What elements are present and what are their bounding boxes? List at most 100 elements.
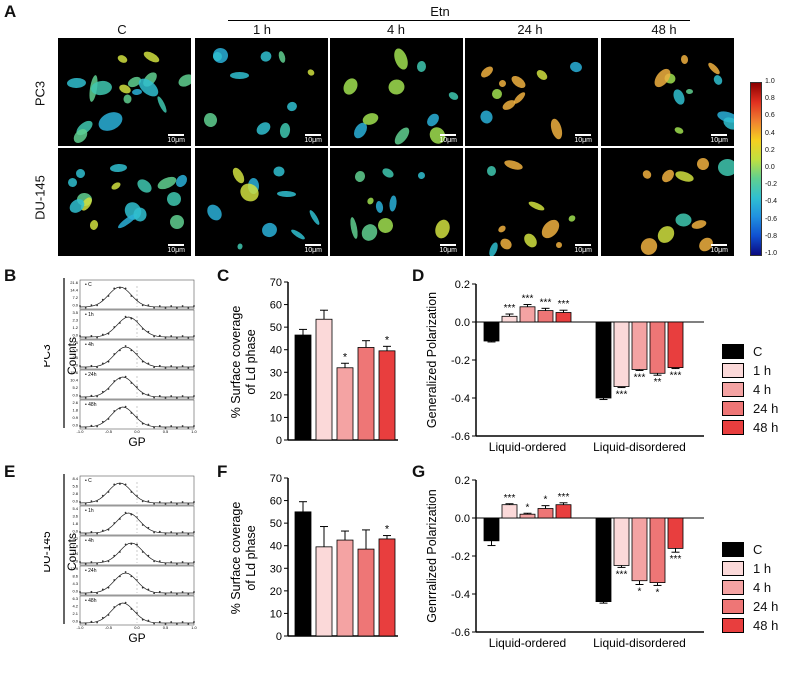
legend-label: 1 h xyxy=(753,561,772,576)
micrograph-pc3-24h: 10μm xyxy=(465,38,598,146)
hist-point xyxy=(176,503,178,505)
y-tick-label: 0.2 xyxy=(455,475,470,487)
hist-ytick: 10.4 xyxy=(70,378,79,383)
panel-letter-d: D xyxy=(412,266,425,285)
bar-liquid-ordered-4h xyxy=(519,513,536,519)
bar-48h xyxy=(378,350,396,441)
hist-point xyxy=(193,531,195,533)
panel-letter-b: B xyxy=(4,266,17,285)
hist-point xyxy=(153,396,155,399)
hist-point xyxy=(164,593,167,595)
hist-ytick: 4.2 xyxy=(72,604,78,609)
hist-point xyxy=(153,366,155,369)
hist-point xyxy=(158,305,161,307)
hist-point xyxy=(124,375,127,378)
bar-1h xyxy=(315,546,333,637)
chart-d-gp-pc3: 0.2 0.0 -0.2 -0.4 -0.6 Generalized Polarizati… xyxy=(425,279,704,454)
gp-histograms-pc3: PC3 Counts • C 21.6 14.4 7.2 0.0 • 1h 3.5 2.3 1.2 0… xyxy=(44,278,198,449)
hist-cell-line-label: PC3 xyxy=(44,344,53,368)
y-tick-label: 70 xyxy=(270,473,282,485)
column-title-control: C xyxy=(117,22,127,37)
hist-ytick: 5.2 xyxy=(72,385,78,390)
y-axis-label-line2: of Ld phase xyxy=(244,525,258,590)
micrograph-du145-24h: 10μm xyxy=(465,148,598,256)
legend-entry-1h: 1 h xyxy=(722,559,778,578)
group-label-liquid-disordered: Liquid-disordered xyxy=(593,440,686,454)
y-tick-label: 50 xyxy=(270,322,282,334)
hist-point xyxy=(90,620,93,623)
hist-xtick: -0.5 xyxy=(105,429,113,434)
micrograph-pc3-4h: 10μm xyxy=(330,38,463,146)
treatment-bracket-line xyxy=(228,20,690,21)
bar-liquid-disordered-1h xyxy=(613,517,630,566)
column-title-1h: 1 h xyxy=(252,22,272,37)
bar-liquid-disordered-1h xyxy=(613,321,630,387)
bar-48h xyxy=(378,538,396,637)
colorbar-tick-label: 1.0 xyxy=(765,78,775,85)
hist-point xyxy=(153,502,155,505)
hist-ytick: 12.9 xyxy=(70,566,79,571)
legend-swatch xyxy=(722,401,744,416)
hist-point xyxy=(170,335,173,337)
hist-point xyxy=(130,543,133,545)
y-tick-label: 0 xyxy=(276,435,282,447)
legend-entry-24h: 24 h xyxy=(722,597,778,616)
hist-ytick: 0.0 xyxy=(72,589,78,594)
significance-marker: *** xyxy=(558,492,570,503)
hist-point xyxy=(79,501,81,503)
hist-point xyxy=(124,405,127,408)
legend-swatch xyxy=(722,363,744,378)
hist-subplot-C: • C 8.4 5.6 2.8 0.0 xyxy=(72,475,195,506)
hist-point xyxy=(79,531,81,533)
hist-point xyxy=(193,561,195,563)
hist-ytick: 8.6 xyxy=(72,574,78,579)
hist-point xyxy=(84,533,87,535)
hist-point xyxy=(176,533,178,535)
gp-histograms-du145: DU-145 Counts • C 8.4 5.6 2.8 0.0 • 1h 5.4 3.6 1.8… xyxy=(44,474,198,645)
group-label-liquid-ordered: Liquid-ordered xyxy=(489,440,566,454)
hist-point xyxy=(170,305,173,307)
hist-ytick: 6.3 xyxy=(72,596,78,601)
hist-ytick: 0.0 xyxy=(72,333,78,338)
hist-ytick: 0.0 xyxy=(72,559,78,564)
hist-xlabel: GP xyxy=(128,631,145,645)
y-tick-label: 0.0 xyxy=(455,513,470,525)
colorbar-tick-label: -0.6 xyxy=(765,215,778,223)
hist-subplot-1h: • 1h 5.4 3.6 1.8 0.0 xyxy=(72,505,195,536)
hist-point xyxy=(164,562,167,565)
hist-ytick: 1.8 xyxy=(72,408,78,413)
bar-liquid-disordered-48h xyxy=(667,517,684,549)
panel-letter-e: E xyxy=(4,462,16,481)
bar-liquid-ordered-4h xyxy=(519,306,536,323)
hist-point xyxy=(193,591,195,593)
hist-subplot-label: • 24h xyxy=(85,372,97,378)
bar-liquid-ordered-48h xyxy=(555,312,572,323)
colorbar-tick-label: 0.2 xyxy=(765,146,775,154)
hist-point xyxy=(90,531,93,533)
hist-point xyxy=(170,591,173,593)
hist-point xyxy=(79,621,81,623)
hist-point xyxy=(181,621,184,623)
hist-subplot-label: • C xyxy=(85,478,92,484)
bar-liquid-disordered-4h xyxy=(631,321,648,370)
y-tick-label: 30 xyxy=(270,563,282,575)
hist-point xyxy=(101,560,104,563)
chart-g-gp-du145: 0.2 0.0 -0.2 -0.4 -0.6 Genrralized Polarizati… xyxy=(425,475,704,650)
hist-point xyxy=(170,531,173,533)
hist-side-labels: PC3 Counts xyxy=(44,278,79,428)
significance-marker: *** xyxy=(634,372,646,383)
hist-point xyxy=(158,621,161,623)
y-tick-label: 10 xyxy=(270,608,282,620)
hist-point xyxy=(147,304,150,307)
legend-label: 48 h xyxy=(753,618,779,633)
legend-entry-48h: 48 h xyxy=(722,418,778,437)
hist-point xyxy=(181,531,184,533)
significance-marker: * xyxy=(656,587,660,598)
hist-ytick: 2.3 xyxy=(72,318,78,323)
hist-point xyxy=(193,621,195,623)
treatment-label: Etn xyxy=(430,4,450,19)
legend-swatch xyxy=(722,561,744,576)
hist-fit-curve xyxy=(79,286,194,308)
hist-point xyxy=(153,622,155,625)
hist-point xyxy=(153,426,155,429)
